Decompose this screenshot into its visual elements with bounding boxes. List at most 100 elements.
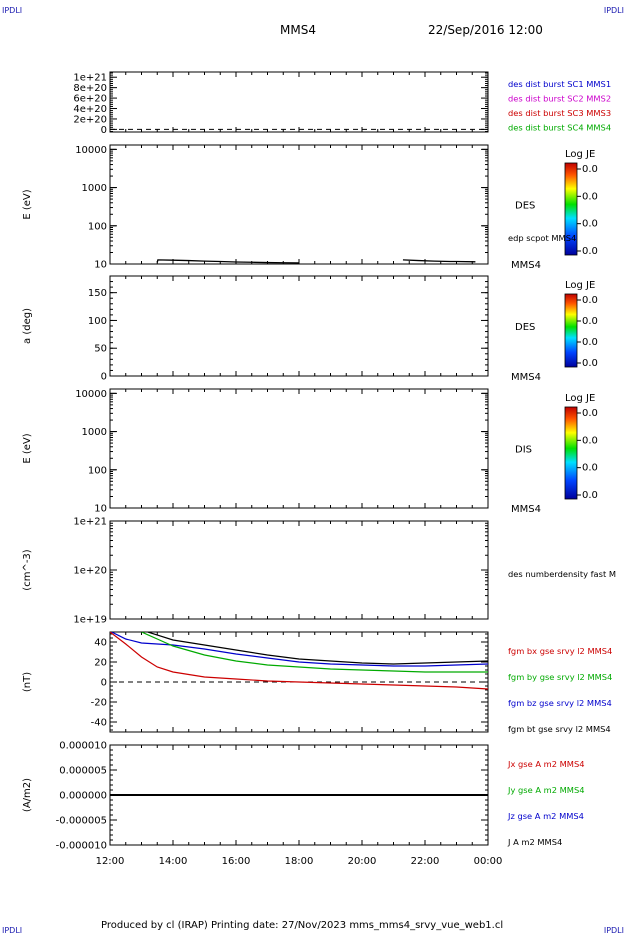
corner-label-top-right: IPDLI [603,6,624,15]
panel-p5 [109,520,489,620]
x-tick-label: 14:00 [159,856,188,867]
colorbar-tick-label: 0.0 [582,246,598,257]
y-tick-label: 100 [88,221,107,232]
x-tick-label: 12:00 [96,856,125,867]
colorbar-tick-label: 0.0 [582,490,598,501]
footer-credit: Produced by cl (IRAP) Printing date: 27/… [101,920,504,931]
y-tick-label: 1e+20 [73,566,107,577]
legend-entry: des dist burst SC4 MMS4 [508,123,611,133]
colorbar-tick-label: 0.0 [582,358,598,369]
colorbar-tick-label: 0.0 [582,295,598,306]
panel-p3 [109,275,581,377]
panel-p6 [109,631,489,733]
colorbar-tick-label: 0.0 [582,463,598,474]
series-line [141,632,488,673]
colorbar-tick-label: 0.0 [582,191,598,202]
y-tick-label: 100 [88,465,107,476]
series-line [110,632,488,690]
y-tick-label: -0.000010 [56,841,107,852]
colorbar-tick-label: 0.0 [582,316,598,327]
colorbar-tick-label: 0.0 [582,408,598,419]
legend-entry: fgm bz gse srvy l2 MMS4 [508,698,612,708]
y-axis-label: E (eV) [22,433,33,463]
y-tick-label: 0.000010 [59,741,107,752]
y-tick-label: 1000 [82,427,107,438]
y-tick-label: 40 [94,638,107,649]
y-tick-label: 0 [101,125,107,136]
legend-entry: des dist burst SC1 MMS1 [508,79,611,89]
y-tick-label: -40 [91,718,107,729]
x-tick-label: 00:00 [474,856,503,867]
x-tick-label: 20:00 [348,856,377,867]
instrument-label: DIS [515,445,532,456]
y-tick-label: 0 [101,678,107,689]
y-tick-label: 10000 [75,145,107,156]
x-tick-label: 18:00 [285,856,314,867]
y-axis-label: a (deg) [22,308,33,344]
y-tick-label: 0.000000 [59,791,107,802]
legend-entry: fgm bt gse srvy l2 MMS4 [508,724,611,734]
legend-entry: fgm bx gse srvy l2 MMS4 [508,646,612,656]
spacecraft-title: MMS4 [280,23,316,37]
x-tick-label: 22:00 [411,856,440,867]
legend-entry: des numberdensity fast M [508,569,616,579]
panel-p1 [109,71,489,133]
colorbar-title: Log JE [565,393,595,404]
panel-frame-p3 [109,275,489,377]
y-tick-label: -20 [91,698,107,709]
panel-frame-p1 [109,71,489,133]
y-tick-label: 20 [94,658,107,669]
spacecraft-label: MMS4 [511,372,541,383]
panel-frame-p5 [109,520,489,620]
y-tick-label: 4e+20 [73,104,107,115]
y-tick-label: 2e+20 [73,114,107,125]
corner-label-bottom-right: IPDLI [603,926,624,935]
panel-frame-p2 [109,144,489,265]
series-line [156,259,300,264]
series-line [402,259,476,263]
colorbar [564,406,578,500]
y-tick-label: 10000 [75,389,107,400]
legend-entry: Jz gse A m2 MMS4 [507,811,584,821]
y-tick-label: 1000 [82,183,107,194]
series-line [147,632,488,665]
colorbar-title: Log JE [565,149,595,160]
panel-frame-p4 [109,388,489,509]
colorbar-tick-label: 0.0 [582,337,598,348]
legend-entry: des dist burst SC2 MMS2 [508,94,611,104]
panel-p2 [109,144,581,265]
instrument-label: DES [515,201,535,212]
corner-label-bottom-left: IPDLI [2,926,23,935]
panel-p7 [109,744,489,846]
colorbar-tick-label: 0.0 [582,219,598,230]
legend-entry: Jy gse A m2 MMS4 [507,785,585,795]
legend-entry: J A m2 MMS4 [507,837,562,847]
corner-label-top-left: IPDLI [2,6,23,15]
panel-p4 [109,388,581,509]
legend-entry: edp scpot MMS4 [508,233,576,243]
start-date: 22/Sep/2016 12:00 [428,23,543,37]
y-tick-label: -0.000005 [56,816,107,827]
y-tick-label: 8e+20 [73,83,107,94]
y-tick-label: 50 [94,344,107,355]
y-axis-label: E (eV) [22,189,33,219]
x-tick-label: 16:00 [222,856,251,867]
y-axis-label: (A/m2) [22,778,33,812]
y-tick-label: 10 [94,260,107,271]
instrument-label: DES [515,322,535,333]
spacecraft-label: MMS4 [511,504,541,515]
colorbar [564,162,578,256]
y-axis-label: (cm^-3) [22,549,33,590]
legend-entry: des dist burst SC3 MMS3 [508,108,611,118]
colorbar [564,293,578,368]
colorbar-tick-label: 0.0 [582,435,598,446]
y-tick-label: 0.000005 [59,766,107,777]
series-line [111,632,488,667]
legend-entry: fgm by gse srvy l2 MMS4 [508,672,612,682]
spacecraft-label: MMS4 [511,260,541,271]
y-tick-label: 150 [88,288,107,299]
y-tick-label: 6e+20 [73,94,107,105]
y-axis-label: (nT) [22,672,33,692]
y-tick-label: 1e+21 [73,73,107,84]
